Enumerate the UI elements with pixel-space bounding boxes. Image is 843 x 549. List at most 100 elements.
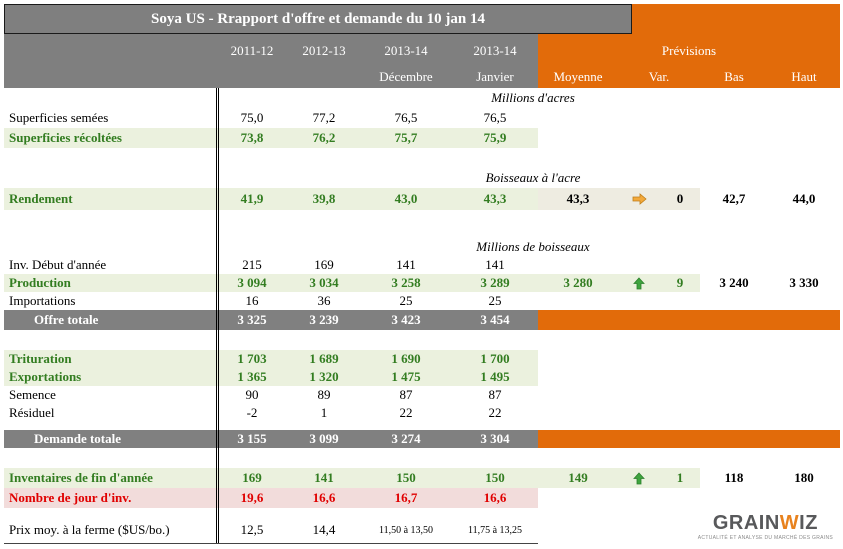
value-haut: 3 330 xyxy=(789,275,819,290)
logo-wordmark: GRAINWIZ xyxy=(698,513,833,533)
col-header-haut: Haut xyxy=(791,69,817,84)
value-2012-13: 14,4 xyxy=(312,522,336,537)
value-dec: 150 xyxy=(360,468,452,488)
value-2012-13: 76,2 xyxy=(288,128,360,148)
trend-cell xyxy=(618,188,660,210)
title-orange-block xyxy=(632,4,840,34)
value-2012-13: 3 034 xyxy=(288,274,360,292)
row-superficies-recoltees: Superficies récoltées 73,8 76,2 75,7 75,… xyxy=(4,128,840,148)
col-header-moyenne: Moyenne xyxy=(553,69,603,84)
row-label: Demande totale xyxy=(4,430,216,448)
row-inv-debut: Inv. Début d'année 215 169 141 141 xyxy=(4,256,840,274)
value-jan: 22 xyxy=(488,405,502,420)
row-label: Superficies récoltées xyxy=(4,128,216,148)
col-header-var: Var. xyxy=(648,69,670,84)
row-label: Production xyxy=(4,274,216,292)
value-dec: 11,50 à 13,50 xyxy=(378,524,434,536)
title-bar: Soya US - Rrapport d'offre et demande du… xyxy=(4,4,840,34)
report-title: Soya US - Rrapport d'offre et demande du… xyxy=(4,4,632,34)
value-dec: 3 274 xyxy=(360,430,452,448)
col-header-2012-13: 2012-13 xyxy=(302,43,346,58)
value-jan: 16,6 xyxy=(452,488,538,508)
value-dec: 76,5 xyxy=(394,110,418,125)
row-label: Trituration xyxy=(4,350,216,368)
bottom-rule xyxy=(4,543,538,544)
value-var: 9 xyxy=(660,274,700,292)
value-2012-13: 1 320 xyxy=(288,368,360,386)
previsions-header-bg xyxy=(538,34,840,88)
value-2011-12: 73,8 xyxy=(216,128,288,148)
value-jan: 75,9 xyxy=(452,128,538,148)
row-inventaires-fin: Inventaires de fin d'année 169 141 150 1… xyxy=(4,468,840,488)
trend-up-icon xyxy=(633,471,645,484)
spacer xyxy=(0,330,836,350)
row-residuel: Résiduel -2 1 22 22 xyxy=(4,404,840,422)
value-2011-12: -2 xyxy=(246,405,258,420)
value-2011-12: 215 xyxy=(242,257,262,272)
trend-cell xyxy=(618,468,660,488)
spacer xyxy=(0,448,836,468)
row-demande-totale: Demande totale 3 155 3 099 3 274 3 304 xyxy=(4,430,840,448)
value-var: 1 xyxy=(660,468,700,488)
spacer xyxy=(0,422,836,430)
value-haut: 180 xyxy=(794,470,814,485)
col-header-2013-14-jan-year: 2013-14 xyxy=(473,43,517,58)
value-dec: 25 xyxy=(399,293,413,308)
trend-flat-icon xyxy=(632,193,647,205)
row-exportations: Exportations 1 365 1 320 1 475 1 495 xyxy=(4,368,840,386)
spacer xyxy=(0,148,836,168)
value-2011-12: 1 365 xyxy=(216,368,288,386)
row-semence: Semence 90 89 87 87 xyxy=(4,386,840,404)
logo-iz: IZ xyxy=(799,512,818,534)
row-label: Offre totale xyxy=(4,310,216,330)
row-importations: Importations 16 36 25 25 xyxy=(4,292,840,310)
value-moyenne: 149 xyxy=(538,468,618,488)
value-2012-13: 3 099 xyxy=(288,430,360,448)
value-dec: 87 xyxy=(399,387,413,402)
row-label: Importations xyxy=(9,293,76,308)
value-jan: 141 xyxy=(485,257,505,272)
value-2012-13: 1 xyxy=(320,405,328,420)
logo-grain: GRAIN xyxy=(712,512,780,534)
value-2012-13: 3 239 xyxy=(288,310,360,330)
value-dec: 141 xyxy=(396,257,416,272)
row-label: Superficies semées xyxy=(9,110,109,125)
row-label: Prix moy. à la ferme ($US/bo.) xyxy=(9,522,170,537)
row-label: Résiduel xyxy=(9,405,55,420)
value-dec: 1 690 xyxy=(360,350,452,368)
unit-label: Millions de boisseaux xyxy=(476,239,590,254)
value-2012-13: 141 xyxy=(288,468,360,488)
value-dec: 75,7 xyxy=(360,128,452,148)
value-jan: 76,5 xyxy=(483,110,507,125)
value-jan: 43,3 xyxy=(452,188,538,210)
value-2011-12: 12,5 xyxy=(240,522,264,537)
logo-w: W xyxy=(779,512,800,534)
col-header-2011-12: 2011-12 xyxy=(230,43,274,58)
value-haut: 44,0 xyxy=(792,191,816,206)
value-dec: 3 423 xyxy=(360,310,452,330)
value-jan: 11,75 à 13,25 xyxy=(467,524,523,536)
row-prix-moyen: Prix moy. à la ferme ($US/bo.) 12,5 14,4… xyxy=(4,518,840,542)
previsions-bar xyxy=(538,430,840,448)
value-2012-13: 77,2 xyxy=(312,110,336,125)
value-2011-12: 75,0 xyxy=(240,110,264,125)
row-offre-totale: Offre totale 3 325 3 239 3 423 3 454 xyxy=(4,310,840,330)
value-2012-13: 36 xyxy=(317,293,331,308)
value-jan: 150 xyxy=(452,468,538,488)
col-header-decembre: Décembre xyxy=(379,69,433,84)
row-production: Production 3 094 3 034 3 258 3 289 3 280… xyxy=(4,274,840,292)
row-rendement: Rendement 41,9 39,8 43,0 43,3 43,3 0 42,… xyxy=(4,188,840,210)
row-label: Exportations xyxy=(4,368,216,386)
value-2011-12: 3 325 xyxy=(216,310,288,330)
value-jan: 87 xyxy=(488,387,502,402)
value-2011-12: 3 094 xyxy=(216,274,288,292)
column-divider xyxy=(216,88,219,544)
value-dec: 43,0 xyxy=(360,188,452,210)
unit-label: Boisseaux à l'acre xyxy=(485,170,581,185)
row-label: Inventaires de fin d'année xyxy=(4,468,216,488)
row-jours-inventaire: Nombre de jour d'inv. 19,6 16,6 16,7 16,… xyxy=(4,488,840,508)
value-2012-13: 169 xyxy=(314,257,334,272)
unit-header-per-acre: Boisseaux à l'acre xyxy=(4,168,843,188)
col-header-2013-14-dec-year: 2013-14 xyxy=(384,43,428,58)
